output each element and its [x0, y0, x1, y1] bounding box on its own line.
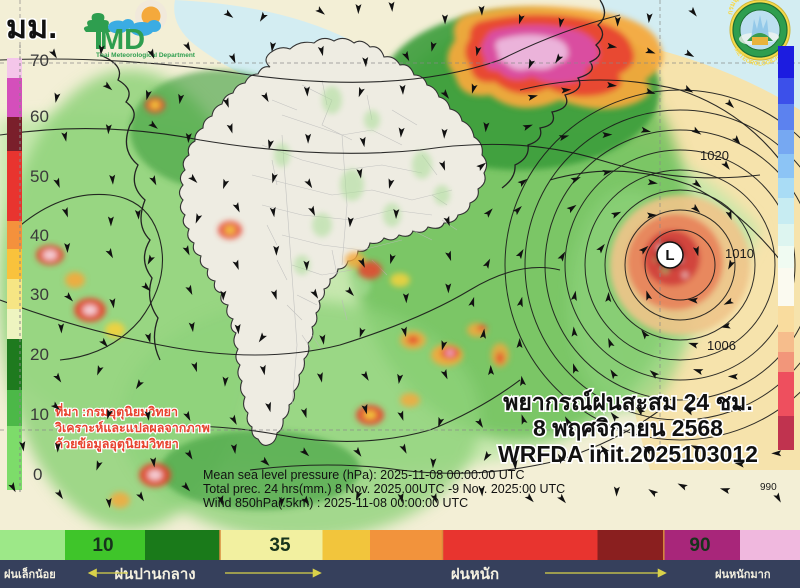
- svg-text:1006: 1006: [707, 338, 736, 353]
- svg-text:70: 70: [30, 51, 49, 70]
- svg-text:Wind 850hPa(.5km) : 2025-11-08: Wind 850hPa(.5km) : 2025-11-08 00:00:00 …: [203, 496, 468, 510]
- svg-text:ที่มา :กรมอุตุนิยมวิทยา: ที่มา :กรมอุตุนิยมวิทยา: [55, 403, 178, 420]
- svg-text:ฝนปานกลาง: ฝนปานกลาง: [114, 566, 195, 583]
- svg-text:40: 40: [30, 226, 49, 245]
- svg-text:20: 20: [30, 345, 49, 364]
- svg-text:วิเคราะห์และแปลผลจากภาพ: วิเคราะห์และแปลผลจากภาพ: [54, 420, 210, 435]
- svg-text:1020: 1020: [700, 148, 729, 163]
- svg-text:ฝนเล็กน้อย: ฝนเล็กน้อย: [4, 567, 56, 581]
- svg-text:10: 10: [92, 535, 113, 556]
- svg-text:10: 10: [30, 405, 49, 424]
- svg-text:50: 50: [30, 167, 49, 186]
- svg-text:30: 30: [30, 285, 49, 304]
- svg-text:990: 990: [760, 482, 777, 493]
- svg-text:Total prec. 24 hrs(mm.) 8 Nov.: Total prec. 24 hrs(mm.) 8 Nov. 2025.00UT…: [203, 482, 565, 496]
- svg-text:ด้วยข้อมูลอุตุนิยมวิทยา: ด้วยข้อมูลอุตุนิยมวิทยา: [55, 437, 179, 452]
- svg-text:Thai Meteorological Department: Thai Meteorological Department: [96, 52, 196, 59]
- svg-text:90: 90: [689, 535, 710, 556]
- svg-text:60: 60: [30, 107, 49, 126]
- svg-text:0: 0: [33, 465, 42, 484]
- svg-text:L: L: [665, 247, 674, 264]
- svg-text:มม.: มม.: [6, 9, 57, 45]
- svg-text:Mean sea level pressure (hPa):: Mean sea level pressure (hPa): 2025-11-0…: [203, 468, 524, 482]
- svg-text:ฝนหนักมาก: ฝนหนักมาก: [715, 568, 771, 581]
- svg-text:ฝนหนัก: ฝนหนัก: [451, 566, 499, 583]
- svg-text:35: 35: [269, 535, 291, 556]
- svg-text:1010: 1010: [725, 246, 754, 261]
- svg-text:พยากรณ์ฝนสะสม 24 ชม.: พยากรณ์ฝนสะสม 24 ชม.: [503, 389, 753, 415]
- svg-text:8 พฤศจิกายน 2568: 8 พฤศจิกายน 2568: [533, 415, 723, 441]
- svg-text:WRFDA init.2025103012: WRFDA init.2025103012: [498, 441, 758, 467]
